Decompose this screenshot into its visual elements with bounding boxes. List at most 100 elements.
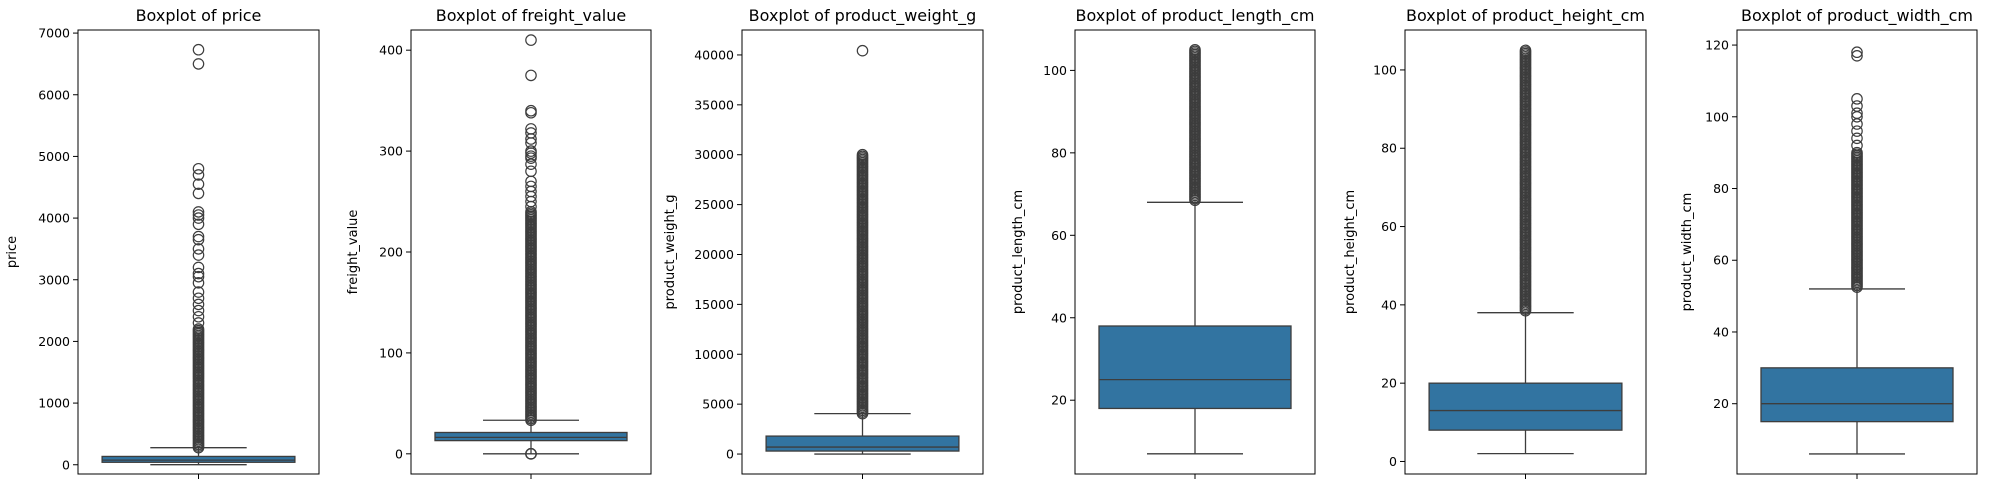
iqr-box: [434, 431, 628, 442]
chart-panel-4: Boxplot of product_length_cm product_leng…: [1011, 6, 1316, 479]
outlier-point: [192, 277, 205, 289]
chart-title: Boxplot of product_weight_g: [749, 6, 977, 26]
y-tick-label: 3000: [38, 272, 70, 287]
outlier-point: [1851, 132, 1863, 145]
outlier-point: [856, 148, 869, 161]
y-tick-label: 15000: [694, 297, 734, 312]
y-tick-label: 6000: [38, 87, 70, 102]
y-tick-label: 25000: [694, 197, 734, 212]
outlier-point: [525, 34, 537, 46]
iqr-box: [765, 435, 960, 452]
chart-title: Boxplot of product_height_cm: [1406, 6, 1645, 26]
outlier-point: [525, 165, 537, 178]
y-tick-label: 7000: [38, 26, 70, 41]
y-tick-label: 200: [379, 245, 403, 260]
outlier-point: [192, 267, 205, 280]
outlier-point: [1851, 93, 1863, 105]
outlier-point: [192, 317, 205, 329]
outlier-point: [192, 261, 205, 274]
outlier-point: [192, 169, 205, 181]
y-tick-label: 20: [1051, 393, 1067, 408]
y-tick-label: 100: [1705, 109, 1729, 124]
chart-title: Boxplot of product_length_cm: [1076, 6, 1315, 26]
y-tick-label: 120: [1705, 38, 1729, 53]
y-axis-label: product_width_cm: [1680, 193, 1695, 312]
chart-panel-6: Boxplot of product_width_cm product_width…: [1680, 6, 1978, 479]
outlier-point: [192, 298, 205, 311]
y-axis-label: product_height_cm: [1343, 190, 1358, 314]
y-axis-label: price: [5, 236, 20, 268]
y-tick-label: 40: [1381, 297, 1397, 312]
y-tick-label: 0: [62, 457, 70, 472]
y-tick-label: 5000: [38, 149, 70, 164]
outlier-point: [525, 123, 537, 135]
outlier-point: [192, 162, 205, 175]
outlier-point: [525, 180, 537, 193]
iqr-box: [1098, 325, 1292, 410]
outlier-point: [192, 212, 205, 224]
outlier-point: [192, 292, 205, 305]
outlier-point: [192, 58, 205, 70]
outlier-point: [192, 286, 205, 298]
outlier-point: [192, 323, 205, 335]
outlier-point: [525, 145, 537, 157]
y-tick-label: 4000: [38, 211, 70, 226]
y-tick-label: 80: [1381, 141, 1397, 156]
outlier-point: [192, 218, 205, 231]
y-tick-label: 60: [1051, 228, 1067, 243]
outlier-point: [192, 187, 205, 200]
iqr-box: [1760, 367, 1954, 423]
y-tick-label: 1000: [38, 396, 70, 411]
outlier-point: [192, 270, 205, 283]
outlier-point: [1851, 125, 1863, 137]
plot-frame: [1736, 29, 1978, 475]
y-tick-label: 40000: [694, 47, 734, 62]
chart-title: Boxplot of price: [136, 6, 262, 25]
y-axis-label: product_length_cm: [1011, 190, 1026, 314]
y-tick-label: 80: [1713, 181, 1729, 196]
y-tick-label: 0: [1389, 454, 1397, 469]
y-tick-label: 20000: [694, 247, 734, 262]
outlier-point: [1851, 50, 1863, 62]
iqr-box: [101, 455, 296, 463]
y-tick-label: 60: [1713, 253, 1729, 268]
chart-title: Boxplot of freight_value: [436, 6, 626, 26]
plot-frame: [410, 29, 652, 475]
plot-frame: [77, 29, 320, 475]
outlier-point: [525, 150, 537, 162]
outlier-point: [192, 249, 205, 261]
outlier-point: [856, 44, 869, 57]
y-tick-label: 100: [1373, 62, 1397, 77]
y-tick-label: 20: [1713, 396, 1729, 411]
y-tick-label: 80: [1051, 145, 1067, 160]
y-tick-label: 60: [1381, 219, 1397, 234]
outlier-point: [1851, 46, 1863, 59]
y-tick-label: 300: [379, 144, 403, 159]
outlier-point: [192, 43, 205, 56]
y-axis-label: freight_value: [346, 210, 361, 295]
y-tick-label: 0: [395, 446, 403, 461]
y-tick-label: 5000: [702, 397, 734, 412]
outlier-point: [192, 206, 205, 218]
chart-panel-1: Boxplot of price price 0 1000 2000 3000 4000 50…: [5, 6, 320, 479]
outlier-point: [1851, 100, 1863, 112]
chart-panel-2: Boxplot of freight_value freight_value 0 10…: [346, 6, 652, 479]
outlier-point: [525, 104, 537, 117]
y-tick-label: 2000: [38, 334, 70, 349]
outlier-point: [192, 178, 205, 190]
chart-title: Boxplot of product_width_cm: [1741, 6, 1973, 26]
y-tick-label: 0: [726, 447, 734, 462]
y-tick-label: 100: [1043, 63, 1067, 78]
outlier-point: [525, 448, 537, 460]
outlier-point: [1519, 44, 1532, 57]
outlier-point: [1189, 43, 1201, 56]
outlier-point: [1851, 139, 1863, 152]
outlier-point: [192, 230, 205, 243]
chart-panel-3: Boxplot of product_weight_g product_weigh…: [663, 6, 984, 479]
plot-frame: [1074, 29, 1316, 475]
outlier-point: [192, 304, 205, 317]
y-tick-label: 100: [379, 345, 403, 360]
y-tick-label: 40: [1051, 310, 1067, 325]
y-tick-label: 35000: [694, 97, 734, 112]
